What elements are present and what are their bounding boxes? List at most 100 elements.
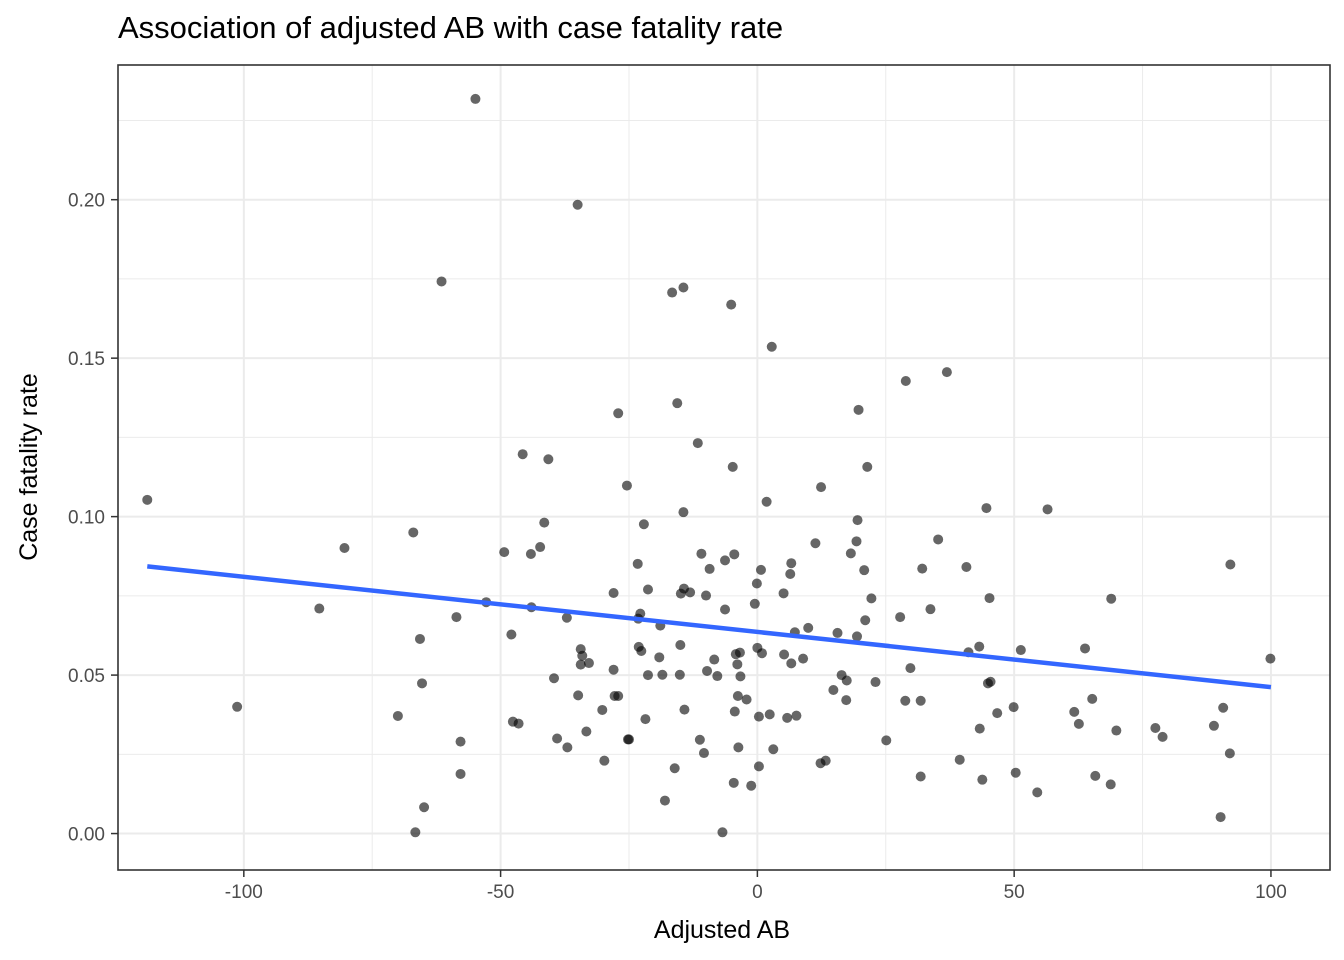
- data-point: [692, 438, 703, 449]
- data-point: [642, 670, 653, 681]
- chart-title: Association of adjusted AB with case fat…: [118, 10, 784, 45]
- data-point: [597, 704, 608, 715]
- x-axis-label: Adjusted AB: [654, 916, 790, 944]
- data-point: [455, 736, 466, 747]
- data-point: [577, 650, 588, 661]
- data-point: [408, 527, 419, 538]
- data-point: [1105, 779, 1116, 790]
- data-point: [613, 691, 624, 702]
- data-point: [1224, 748, 1235, 759]
- x-tick-label: 50: [1004, 882, 1025, 903]
- data-point: [608, 664, 619, 675]
- data-point: [581, 726, 592, 737]
- data-point: [698, 748, 709, 759]
- data-point: [636, 646, 647, 657]
- data-point: [816, 482, 827, 493]
- data-point: [798, 653, 809, 664]
- data-point: [419, 802, 430, 813]
- data-point: [905, 663, 916, 674]
- data-point: [977, 774, 988, 785]
- data-point: [679, 704, 690, 715]
- data-point: [729, 706, 740, 717]
- data-point: [870, 677, 881, 688]
- data-point: [735, 671, 746, 682]
- y-axis-label: Case fatality rate: [15, 373, 43, 561]
- x-tick-label: 0: [752, 882, 763, 903]
- data-point: [785, 568, 796, 579]
- data-point: [1010, 767, 1021, 778]
- data-point: [1090, 770, 1101, 781]
- data-point: [1111, 725, 1122, 736]
- data-point: [852, 631, 863, 642]
- data-point: [803, 622, 814, 633]
- data-point: [741, 694, 752, 705]
- data-point: [561, 612, 572, 623]
- data-point: [915, 695, 926, 706]
- data-point: [675, 588, 686, 599]
- data-point: [853, 404, 864, 415]
- data-point: [753, 761, 764, 772]
- data-point: [925, 604, 936, 615]
- data-point: [669, 763, 680, 774]
- data-point: [974, 723, 985, 734]
- data-point: [732, 659, 743, 670]
- data-point: [608, 588, 619, 599]
- data-point: [1215, 812, 1226, 823]
- data-point: [860, 615, 871, 626]
- data-point: [694, 734, 705, 745]
- data-point: [845, 548, 856, 559]
- data-point: [841, 695, 852, 706]
- data-point: [1157, 731, 1168, 742]
- data-point: [859, 565, 870, 576]
- data-point: [810, 538, 821, 549]
- y-tick-label: 0.00: [68, 825, 105, 846]
- data-point: [749, 598, 760, 609]
- data-point: [513, 718, 524, 729]
- data-point: [768, 744, 779, 755]
- data-point: [1032, 787, 1043, 798]
- y-tick-label: 0.05: [68, 666, 105, 687]
- data-point: [915, 771, 926, 782]
- data-point: [535, 542, 546, 553]
- data-point: [142, 494, 153, 505]
- data-point: [525, 549, 536, 560]
- data-point: [575, 659, 586, 670]
- data-point: [704, 563, 715, 574]
- data-point: [895, 612, 906, 623]
- data-point: [717, 827, 728, 838]
- y-tick-label: 0.15: [68, 349, 105, 370]
- data-point: [232, 701, 243, 712]
- data-point: [657, 669, 668, 680]
- data-point: [712, 671, 723, 682]
- data-point: [701, 590, 712, 601]
- x-tick-label: -50: [487, 882, 514, 903]
- data-point: [941, 367, 952, 378]
- data-point: [985, 676, 996, 687]
- data-points: [142, 93, 1276, 838]
- data-point: [746, 780, 757, 791]
- data-point: [392, 710, 403, 721]
- fit-line: [147, 564, 1272, 690]
- data-point: [678, 282, 689, 293]
- data-point: [709, 654, 720, 665]
- data-point: [549, 673, 560, 684]
- data-point: [778, 588, 789, 599]
- data-point: [1225, 559, 1236, 570]
- data-point: [410, 827, 421, 838]
- data-point: [1150, 723, 1161, 734]
- data-point: [702, 665, 713, 676]
- data-point: [828, 684, 839, 695]
- data-point: [1208, 720, 1219, 731]
- data-point: [720, 604, 731, 615]
- data-point: [732, 691, 743, 702]
- data-point: [733, 742, 744, 753]
- data-point: [820, 755, 831, 766]
- data-point: [852, 515, 863, 526]
- data-point: [642, 584, 653, 595]
- data-point: [727, 461, 738, 472]
- data-point: [543, 454, 554, 465]
- data-point: [417, 678, 428, 689]
- x-tick-label: 100: [1255, 882, 1287, 903]
- data-point: [791, 710, 802, 721]
